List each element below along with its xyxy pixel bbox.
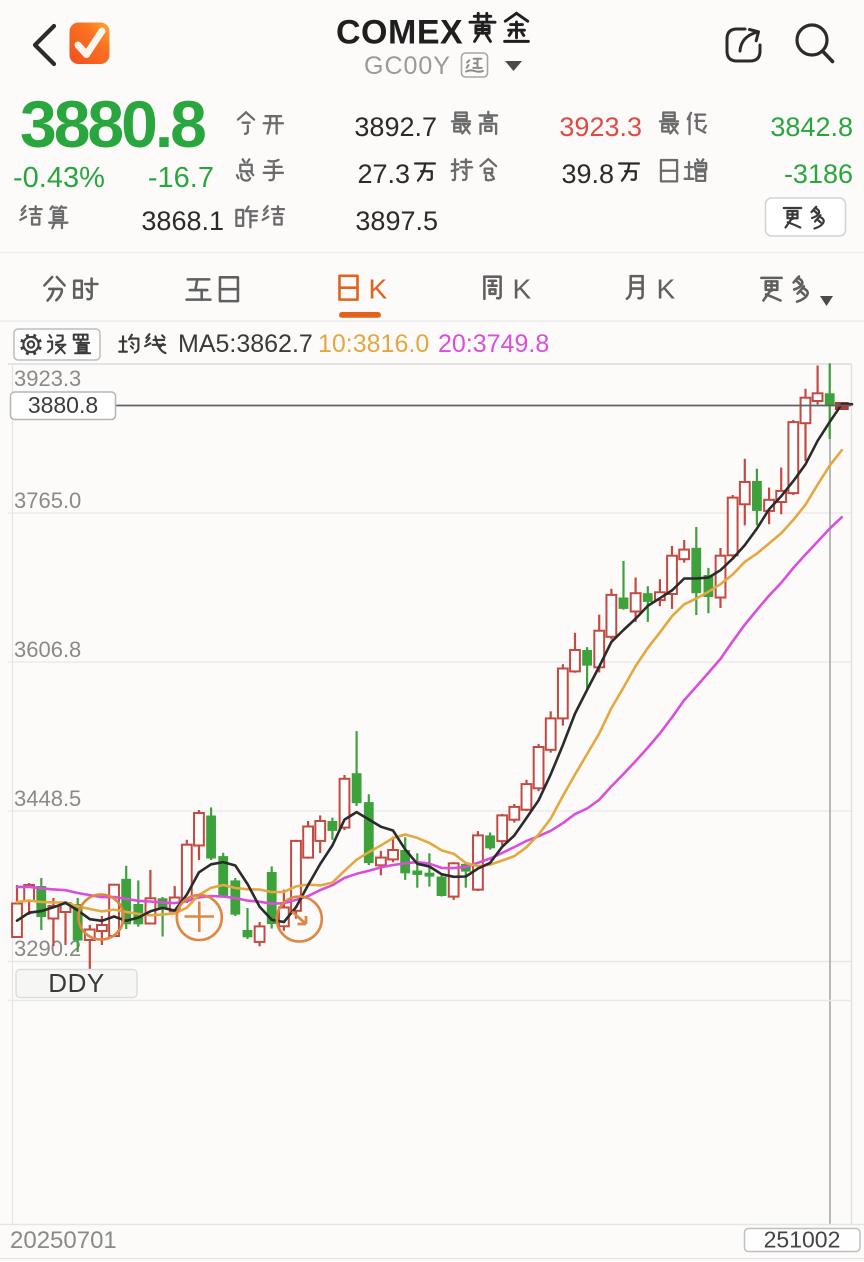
svg-text:27.3: 27.3: [357, 159, 410, 189]
svg-text:3923.3: 3923.3: [14, 366, 81, 391]
svg-text:3923.3: 3923.3: [559, 112, 642, 142]
svg-text:3880.8: 3880.8: [28, 392, 98, 418]
svg-text:DDY: DDY: [48, 968, 104, 998]
svg-text:251002: 251002: [764, 1227, 841, 1253]
svg-text:K: K: [513, 274, 532, 305]
svg-text:MA5:3862.7: MA5:3862.7: [178, 330, 313, 358]
svg-text:3880.8: 3880.8: [20, 87, 205, 161]
svg-text:3448.5: 3448.5: [14, 786, 81, 811]
svg-text:K: K: [369, 274, 388, 305]
svg-text:20250701: 20250701: [10, 1227, 117, 1254]
svg-text:-0.43%: -0.43%: [13, 162, 105, 194]
svg-text:3868.1: 3868.1: [141, 206, 224, 236]
svg-text:10:3816.0: 10:3816.0: [318, 330, 429, 358]
svg-text:-3186: -3186: [784, 159, 853, 189]
svg-text:39.8: 39.8: [561, 159, 614, 189]
svg-text:GC00Y: GC00Y: [364, 52, 451, 80]
svg-text:3892.7: 3892.7: [354, 112, 437, 142]
svg-text:20:3749.8: 20:3749.8: [438, 330, 549, 358]
svg-text:3897.5: 3897.5: [355, 206, 438, 236]
svg-text:3290.2: 3290.2: [14, 936, 81, 961]
svg-text:3606.8: 3606.8: [14, 637, 81, 662]
svg-text:COMEX: COMEX: [336, 14, 463, 52]
svg-text:K: K: [657, 274, 676, 305]
svg-text:3842.8: 3842.8: [770, 112, 853, 142]
svg-text:-16.7: -16.7: [148, 162, 214, 194]
svg-text:3765.0: 3765.0: [14, 488, 81, 513]
